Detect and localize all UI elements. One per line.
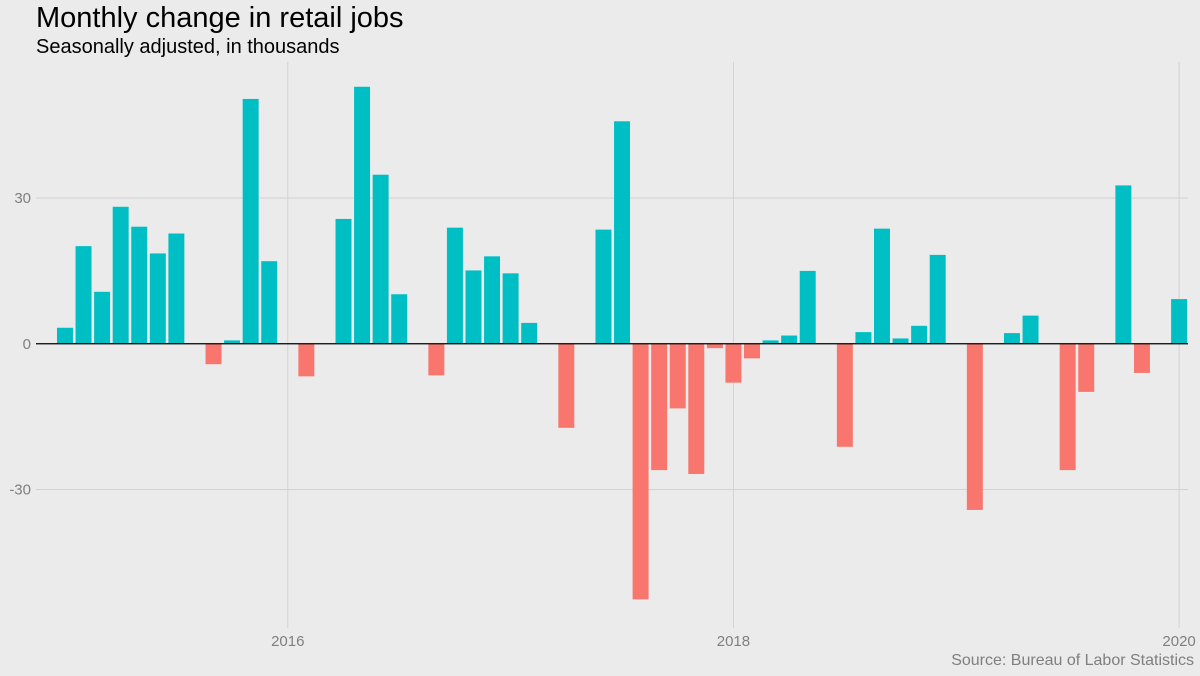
bar bbox=[205, 343, 222, 365]
bar bbox=[669, 343, 686, 409]
bar bbox=[706, 343, 723, 349]
bar bbox=[75, 246, 92, 344]
bar bbox=[335, 218, 352, 344]
bar bbox=[744, 343, 760, 359]
y-tick-label: -30 bbox=[9, 482, 31, 499]
bar bbox=[261, 261, 278, 344]
bar bbox=[56, 327, 73, 344]
bar bbox=[855, 332, 872, 344]
bars bbox=[56, 86, 1188, 600]
bar bbox=[966, 343, 983, 510]
bar bbox=[1171, 299, 1188, 344]
bar bbox=[131, 226, 148, 344]
bar bbox=[446, 227, 463, 344]
bar bbox=[762, 340, 779, 344]
bar bbox=[372, 174, 389, 344]
bar bbox=[725, 343, 742, 383]
bar bbox=[1078, 343, 1095, 392]
y-tick-label: 0 bbox=[23, 336, 31, 353]
tick-labels: -30 0 30 2016 2018 2020 bbox=[9, 190, 1195, 650]
bar bbox=[521, 322, 538, 344]
bar bbox=[465, 270, 482, 344]
bar bbox=[149, 253, 166, 344]
bar bbox=[242, 98, 259, 344]
x-tick-label: 2018 bbox=[717, 633, 750, 650]
bar bbox=[558, 343, 575, 428]
source-note: Source: Bureau of Labor Statistics bbox=[951, 652, 1194, 669]
x-tick-label: 2020 bbox=[1162, 633, 1195, 650]
bar bbox=[94, 291, 111, 344]
bar bbox=[874, 228, 890, 344]
bar bbox=[502, 273, 519, 344]
bar bbox=[298, 343, 315, 377]
chart-title: Monthly change in retail jobs bbox=[36, 2, 404, 34]
bar bbox=[391, 294, 408, 344]
bar bbox=[911, 325, 928, 344]
bar bbox=[1059, 343, 1076, 471]
bar bbox=[688, 343, 705, 474]
bar bbox=[892, 338, 909, 344]
bar bbox=[1003, 333, 1020, 344]
bar bbox=[781, 335, 798, 344]
bar bbox=[428, 343, 445, 376]
bar bbox=[224, 340, 241, 344]
bar bbox=[1133, 343, 1150, 373]
bar bbox=[168, 233, 185, 344]
x-tick-label: 2016 bbox=[271, 633, 304, 650]
bar bbox=[651, 343, 668, 471]
bar bbox=[799, 270, 816, 344]
bar bbox=[484, 256, 501, 344]
bar bbox=[632, 343, 649, 600]
grid-lines bbox=[36, 62, 1188, 628]
bar bbox=[1022, 315, 1039, 344]
bar bbox=[354, 86, 371, 344]
bar bbox=[112, 206, 129, 344]
bar bbox=[614, 121, 631, 344]
bar bbox=[836, 343, 853, 447]
chart-subtitle: Seasonally adjusted, in thousands bbox=[36, 36, 340, 58]
bar bbox=[595, 229, 612, 344]
bar bbox=[929, 254, 946, 344]
bar bbox=[1115, 185, 1132, 344]
y-tick-label: 30 bbox=[14, 190, 31, 207]
